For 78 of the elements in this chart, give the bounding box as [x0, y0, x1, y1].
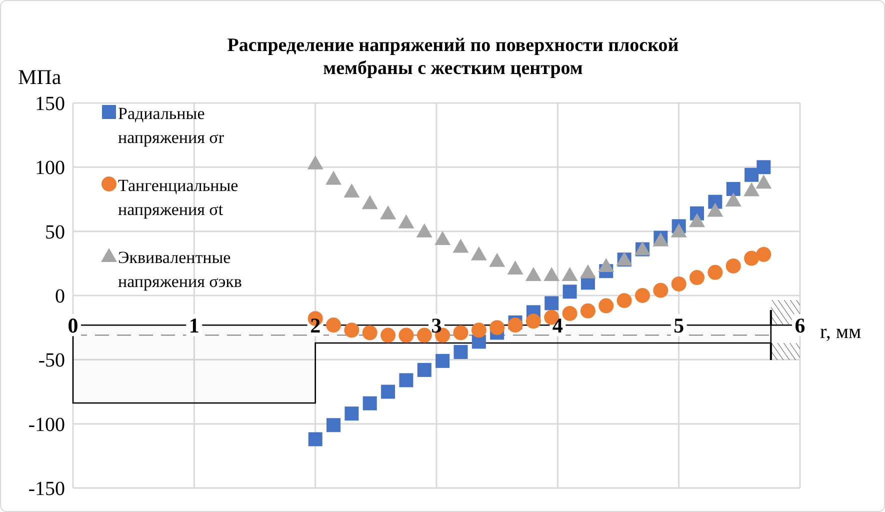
point: [562, 266, 578, 281]
point: [344, 322, 360, 338]
y-axis-title: МПа: [18, 65, 62, 89]
point: [381, 384, 396, 399]
x-tick-label: 1: [188, 313, 200, 338]
point: [453, 325, 468, 340]
x-tick-label: 6: [794, 313, 806, 338]
point: [398, 214, 414, 228]
point: [708, 264, 723, 280]
point: [653, 282, 668, 298]
point: [326, 170, 342, 185]
point: [562, 284, 577, 299]
y-tick-label: -150: [28, 478, 65, 500]
point: [562, 306, 578, 321]
point: [344, 184, 360, 198]
point: [690, 270, 705, 286]
point: [362, 195, 378, 210]
legend-label: Радиальные напряжения σr: [118, 104, 224, 147]
point: [507, 260, 524, 275]
point: [471, 322, 486, 338]
chart-title: Распределение напряжений по поверхности плоской мембраны с жестким центром: [227, 35, 679, 79]
x-tick-label: 4: [552, 313, 564, 338]
point: [707, 202, 724, 217]
point: [670, 223, 687, 238]
y-tick-label: 50: [45, 221, 65, 244]
y-tick-label: 0: [55, 286, 65, 308]
point: [326, 418, 341, 432]
point: [616, 293, 632, 308]
point: [417, 362, 432, 377]
point: [526, 314, 541, 329]
y-tick-label: -100: [28, 414, 65, 436]
x-tick-label: 3: [431, 313, 442, 338]
point: [380, 328, 396, 343]
point: [726, 258, 741, 274]
point: [544, 266, 560, 281]
point: [598, 298, 614, 314]
point: [307, 155, 324, 170]
point: [398, 328, 414, 343]
point: [756, 174, 772, 189]
point: [489, 252, 506, 267]
point: [308, 432, 322, 446]
point: [416, 223, 432, 238]
point: [580, 264, 596, 278]
point: [634, 288, 650, 303]
x-axis-title: r, мм: [820, 321, 862, 344]
point: [744, 168, 759, 182]
y-tick-label: 100: [35, 157, 65, 180]
point: [470, 246, 487, 260]
point: [725, 192, 742, 207]
y-tick-label: 150: [35, 93, 65, 115]
point: [399, 373, 414, 388]
point: [416, 328, 432, 343]
x-tick-label: 5: [674, 313, 684, 338]
point: [434, 231, 451, 246]
point: [598, 258, 614, 272]
point: [326, 318, 342, 333]
point: [744, 182, 760, 196]
point: [726, 182, 740, 196]
point: [490, 320, 505, 336]
point: [380, 205, 396, 220]
point: [344, 406, 359, 421]
point: [756, 160, 771, 174]
point: [436, 354, 450, 368]
point: [671, 276, 686, 292]
point: [454, 344, 468, 359]
point: [544, 296, 559, 310]
point: [744, 250, 760, 266]
legend-label: Эквивалентные напряжения σэкв: [118, 248, 242, 291]
point: [689, 213, 706, 228]
point: [508, 318, 523, 333]
point: [362, 396, 377, 410]
point: [580, 303, 596, 318]
point: [362, 325, 378, 340]
y-tick-label: -50: [38, 350, 65, 372]
point: [756, 246, 772, 262]
legend-label: Тангенциальные напряжения σt: [118, 176, 238, 219]
point: [525, 266, 542, 281]
point: [452, 238, 469, 253]
